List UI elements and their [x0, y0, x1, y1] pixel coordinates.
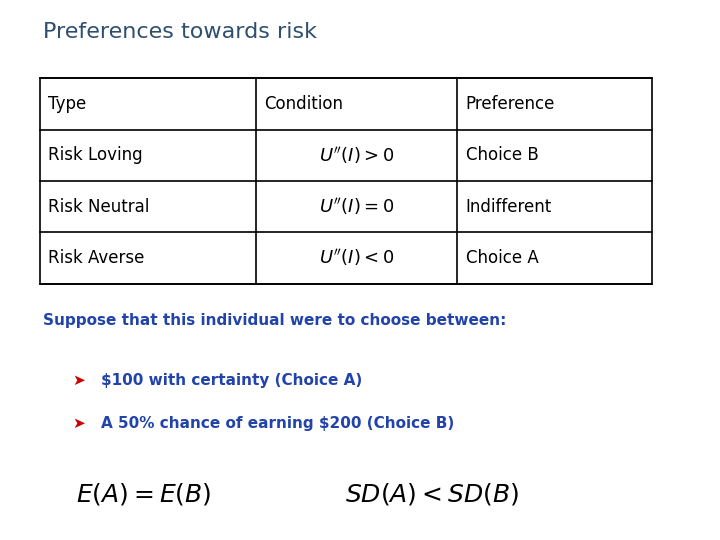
Text: ➤: ➤ [72, 373, 85, 388]
Bar [40, 78, 652, 284]
Text: $100 with certainty (Choice A): $100 with certainty (Choice A) [101, 373, 362, 388]
Text: Choice B: Choice B [466, 146, 539, 164]
Text: Risk Averse: Risk Averse [48, 249, 145, 267]
Text: Preference: Preference [466, 95, 555, 113]
Text: Type: Type [48, 95, 86, 113]
Text: ➤: ➤ [72, 416, 85, 431]
Text: Risk Loving: Risk Loving [48, 146, 143, 164]
Text: Risk Neutral: Risk Neutral [48, 198, 150, 215]
Text: $U''(I)<0$: $U''(I)<0$ [319, 247, 394, 268]
Text: Indifferent: Indifferent [466, 198, 552, 215]
Text: Suppose that this individual were to choose between:: Suppose that this individual were to cho… [43, 313, 507, 328]
Text: $U''(I)=0$: $U''(I)=0$ [319, 196, 394, 217]
Text: Choice A: Choice A [466, 249, 539, 267]
Text: Preferences towards risk: Preferences towards risk [43, 22, 318, 42]
Text: Condition: Condition [264, 95, 343, 113]
Text: A 50% chance of earning $200 (Choice B): A 50% chance of earning $200 (Choice B) [101, 416, 454, 431]
Text: $U''(I)>0$: $U''(I)>0$ [319, 145, 394, 166]
Text: $SD(A) < SD(B)$: $SD(A) < SD(B)$ [345, 481, 519, 507]
Text: $E(A) = E(B)$: $E(A) = E(B)$ [76, 481, 212, 507]
